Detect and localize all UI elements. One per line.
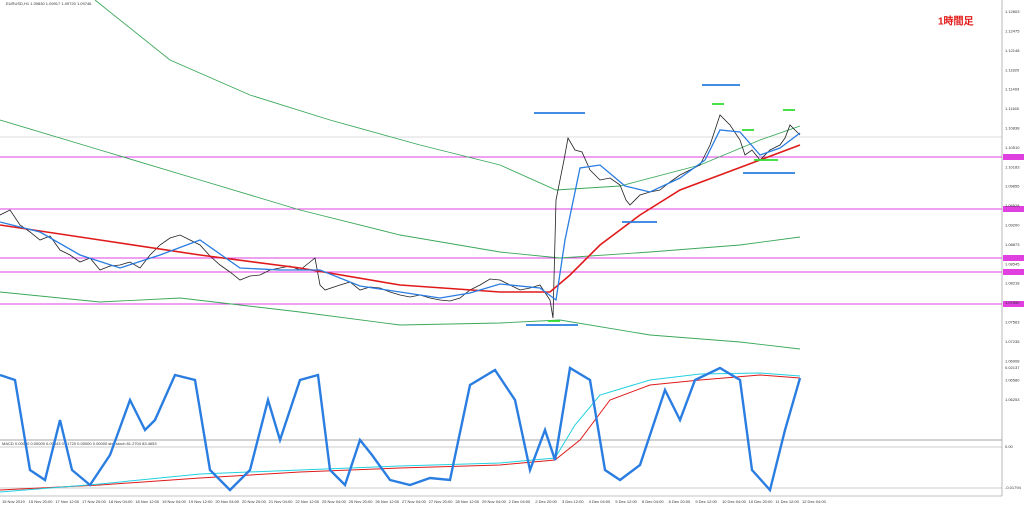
time-label: 5 Dec 12:00 <box>615 499 637 504</box>
price-label: 1.08545 <box>1005 261 1020 266</box>
dash-marks <box>548 103 795 322</box>
indicator-label: -0.01794 <box>1005 485 1022 490</box>
time-label: 18 Nov 04:00 <box>109 499 134 504</box>
level-tag <box>1003 269 1024 275</box>
marker-lines <box>526 84 795 326</box>
time-label: 27 Nov 20:00 <box>429 499 454 504</box>
price-label: 1.07890 <box>1005 300 1020 305</box>
time-label: 27 Nov 04:00 <box>402 499 427 504</box>
price-label: 1.09200 <box>1005 222 1020 227</box>
level-tag <box>1003 154 1024 160</box>
price-label: 1.12475 <box>1005 28 1020 33</box>
time-label: 17 Nov 20:00 <box>82 499 107 504</box>
price-label: 1.07563 <box>1005 319 1020 324</box>
time-label: 2 Dec 04:00 <box>509 499 531 504</box>
price-label: 1.10838 <box>1005 125 1020 130</box>
time-label: 21 Nov 04:00 <box>269 499 294 504</box>
time-label: 11 Dec 12:00 <box>775 499 799 504</box>
horizontal-levels <box>0 156 1002 305</box>
time-label: 10 Dec 20:00 <box>749 499 774 504</box>
price-label: 1.11820 <box>1005 67 1020 72</box>
time-label: 25 Nov 20:00 <box>349 499 374 504</box>
indicator-label: 0.00 <box>1005 444 1014 449</box>
ma-long <box>0 291 801 350</box>
time-label: 10 Dec 04:00 <box>722 499 747 504</box>
time-label: 25 Nov 04:00 <box>322 499 347 504</box>
time-label: 20 Nov 20:00 <box>242 499 267 504</box>
time-label: 2 Dec 20:00 <box>535 499 557 504</box>
time-label: 19 Nov 04:00 <box>162 499 187 504</box>
time-label: 22 Nov 12:00 <box>295 499 320 504</box>
price-label: 1.09855 <box>1005 184 1020 189</box>
time-label: 26 Nov 12:00 <box>375 499 400 504</box>
level-tags <box>1003 154 1024 307</box>
time-label: 20 Nov 04:00 <box>215 499 240 504</box>
time-label: 9 Dec 12:00 <box>695 499 717 504</box>
ma-blue <box>0 129 801 302</box>
price-label: 1.06253 <box>1005 397 1020 402</box>
indicator-header: MACD 0.00000 0.00000 0.00643 0.01720 0.0… <box>2 441 157 446</box>
time-label: 18 Nov 12:00 <box>135 499 160 504</box>
time-label: 17 Nov 12:00 <box>55 499 80 504</box>
price-label: 1.10183 <box>1005 164 1020 169</box>
price-label: 1.07235 <box>1005 339 1020 344</box>
level-tag <box>1003 206 1024 212</box>
symbol-header: EURUSD,H1 1.09830 1.09917 1.09720 1.0974… <box>6 1 92 6</box>
price-path <box>0 114 801 319</box>
time-label: 12 Dec 04:00 <box>802 499 827 504</box>
time-label: 3 Dec 12:00 <box>562 499 584 504</box>
price-label: 1.12148 <box>1005 48 1020 53</box>
price-label: 1.08873 <box>1005 242 1020 247</box>
ma-long <box>94 0 801 191</box>
ma-red <box>0 144 801 293</box>
indicator-stoch <box>0 366 802 493</box>
time-label: 6 Dec 20:00 <box>669 499 691 504</box>
time-label: 19 Nov 12:00 <box>189 499 214 504</box>
price-label: 1.11165 <box>1005 106 1020 111</box>
price-label: 1.06908 <box>1005 358 1020 363</box>
price-label: 1.11493 <box>1005 87 1020 92</box>
time-label: 15 Nov 20:00 <box>29 499 54 504</box>
price-label: 1.10510 <box>1005 145 1020 150</box>
time-label: 15 Nov 2019 <box>2 499 25 504</box>
price-label: 1.08218 <box>1005 281 1020 286</box>
price-label: 1.09528 <box>1005 203 1020 208</box>
time-label: 4 Dec 04:00 <box>589 499 611 504</box>
price-label: 1.12803 <box>1005 9 1020 14</box>
ma-long <box>0 119 801 259</box>
price-label: 1.06580 <box>1005 378 1020 383</box>
indicator-label: 0.02137 <box>1005 365 1020 370</box>
level-tag <box>1003 301 1024 307</box>
timeframe-note: 1時間足 <box>938 15 975 28</box>
time-label: 29 Nov 04:00 <box>482 499 507 504</box>
time-label: 6 Dec 04:00 <box>642 499 664 504</box>
level-tag <box>1003 255 1024 261</box>
time-label: 28 Nov 12:00 <box>455 499 480 504</box>
